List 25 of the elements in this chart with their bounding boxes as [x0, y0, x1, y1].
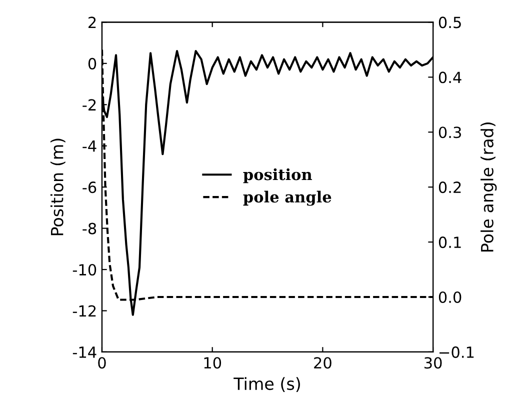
y-tick-label: -2: [82, 99, 96, 110]
y2-tick-label: 0.4: [438, 72, 462, 84]
y-tick-label: 0: [88, 58, 96, 70]
x-tick-label: 30: [424, 357, 442, 369]
y2-tick-label: −0.1: [440, 346, 474, 358]
y-tick-label: -8: [82, 222, 96, 234]
y-tick-label: -10: [72, 264, 96, 276]
x-tick-label: 0: [98, 357, 106, 369]
y-tick-label: 2: [88, 16, 96, 28]
y-tick-label: -14: [72, 346, 96, 358]
y2-axis-title: Pole angle (rad): [480, 122, 497, 252]
x-tick-label: 20: [314, 357, 332, 369]
y2-tick-label: 0.2: [438, 182, 461, 194]
y2-tick-label: 0.3: [438, 126, 461, 138]
x-tick-label: 10: [204, 357, 222, 369]
legend-label: pole angle: [243, 190, 332, 206]
y-tick-label: -4: [82, 140, 96, 152]
y-axis-title: Position (m): [50, 138, 66, 236]
y2-tick-label: 0.5: [438, 16, 461, 28]
y2-tick-label: 0.0: [438, 291, 462, 304]
y-tick-label: -6: [82, 182, 96, 194]
y2-tick-label: 0.1: [438, 236, 461, 248]
y-tick-label: -12: [72, 305, 96, 317]
legend-label: position: [243, 168, 312, 184]
x-axis-title: Time (s): [234, 377, 300, 392]
